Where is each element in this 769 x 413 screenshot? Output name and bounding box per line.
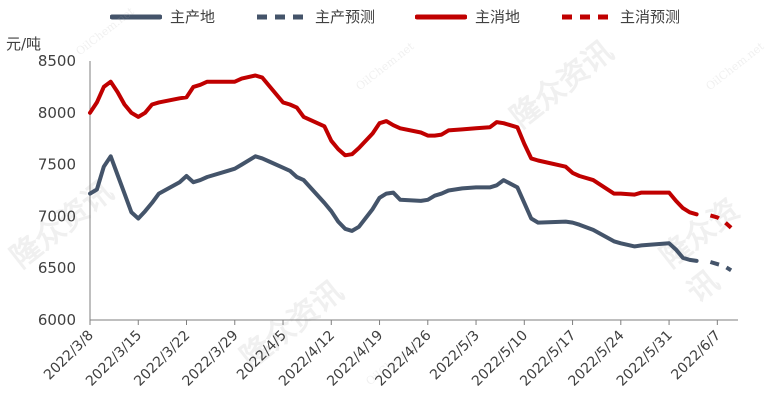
legend-item-main-producing: 主产地 [110, 6, 215, 27]
y-axis-unit-label: 元/吨 [6, 35, 42, 53]
chart-legend: 主产地 主产预测 主消地 主消预测 [110, 6, 680, 27]
legend-label-main-consuming-forecast: 主消预测 [620, 8, 681, 26]
legend-item-main-consuming: 主消地 [415, 6, 520, 27]
series-main-consuming [88, 73, 699, 217]
legend-label-main-producing-forecast: 主产预测 [315, 8, 376, 26]
y-tick-label: 8500 [38, 52, 76, 70]
legend-item-main-consuming-forecast: 主消预测 [560, 6, 680, 27]
legend-swatch-main-consuming [415, 14, 468, 19]
series-main-producing-forecast [709, 260, 733, 273]
legend-swatch-main-producing [110, 14, 162, 19]
legend-label-main-consuming: 主消地 [475, 8, 521, 26]
legend-swatch-main-producing-forecast [257, 14, 306, 19]
series-main-consuming-forecast [709, 213, 733, 230]
y-tick-label: 8000 [38, 104, 76, 122]
y-tick-label: 7000 [38, 207, 76, 225]
y-tick-label: 7500 [38, 156, 76, 174]
series-main-producing [88, 154, 699, 263]
y-tick-label: 6500 [38, 259, 76, 277]
x-tick-label: 2022/6/7 [668, 328, 724, 384]
legend-swatch-main-consuming-forecast [562, 14, 611, 19]
legend-label-main-producing: 主产地 [170, 8, 216, 26]
legend-item-main-producing-forecast: 主产预测 [255, 6, 375, 27]
y-tick-label: 6000 [38, 311, 76, 329]
